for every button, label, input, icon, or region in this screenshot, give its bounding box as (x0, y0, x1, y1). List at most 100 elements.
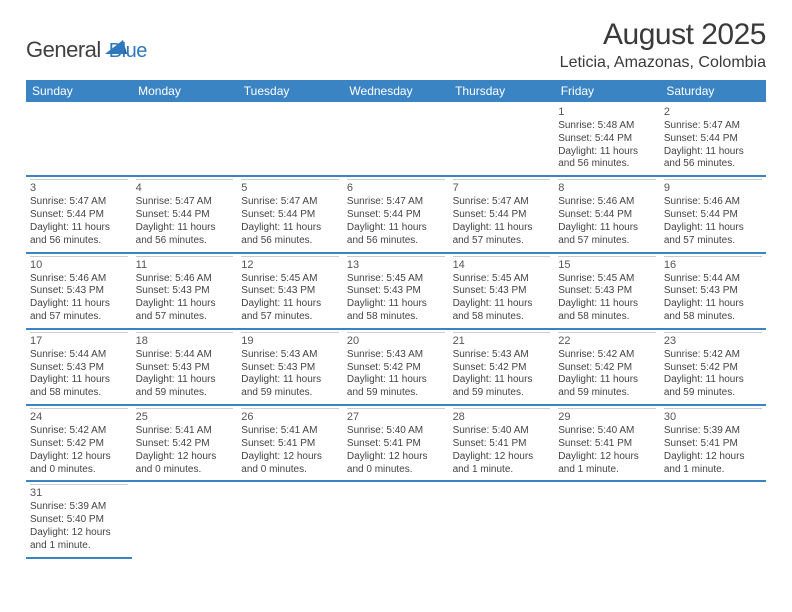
day-number: 30 (664, 408, 762, 424)
day-number: 16 (664, 256, 762, 272)
page-title: August 2025 (560, 18, 766, 52)
day-number: 29 (558, 408, 656, 424)
sunrise-text: Sunrise: 5:47 AM (664, 120, 740, 131)
sunset-text: Sunset: 5:42 PM (664, 362, 738, 373)
daylight-text: Daylight: 11 hours and 57 minutes. (241, 298, 321, 322)
calendar-day: 27Sunrise: 5:40 AMSunset: 5:41 PMDayligh… (343, 405, 449, 481)
daylight-text: Daylight: 12 hours and 1 minute. (664, 451, 745, 475)
day-number: 28 (453, 408, 551, 424)
sunset-text: Sunset: 5:43 PM (136, 362, 210, 373)
sunset-text: Sunset: 5:41 PM (241, 438, 315, 449)
sunset-text: Sunset: 5:44 PM (664, 209, 738, 220)
daylight-text: Daylight: 11 hours and 57 minutes. (664, 222, 744, 246)
logo: General Blue (26, 18, 147, 63)
calendar-day: 23Sunrise: 5:42 AMSunset: 5:42 PMDayligh… (660, 329, 766, 405)
calendar-day: 11Sunrise: 5:46 AMSunset: 5:43 PMDayligh… (132, 253, 238, 329)
day-number: 5 (241, 179, 339, 195)
sunset-text: Sunset: 5:44 PM (453, 209, 527, 220)
weekday-header: Tuesday (237, 80, 343, 102)
sunrise-text: Sunrise: 5:41 AM (136, 425, 212, 436)
day-number: 17 (30, 332, 128, 348)
location: Leticia, Amazonas, Colombia (560, 54, 766, 72)
weekday-header: Sunday (26, 80, 132, 102)
day-number: 24 (30, 408, 128, 424)
sunset-text: Sunset: 5:43 PM (241, 362, 315, 373)
sunset-text: Sunset: 5:41 PM (558, 438, 632, 449)
calendar-day: 2Sunrise: 5:47 AMSunset: 5:44 PMDaylight… (660, 102, 766, 176)
sunset-text: Sunset: 5:42 PM (136, 438, 210, 449)
sunset-text: Sunset: 5:41 PM (347, 438, 421, 449)
calendar-day: 31Sunrise: 5:39 AMSunset: 5:40 PMDayligh… (26, 481, 132, 557)
calendar-week: 17Sunrise: 5:44 AMSunset: 5:43 PMDayligh… (26, 329, 766, 405)
daylight-text: Daylight: 12 hours and 1 minute. (453, 451, 534, 475)
title-block: August 2025 Leticia, Amazonas, Colombia (560, 18, 766, 72)
daylight-text: Daylight: 11 hours and 57 minutes. (30, 298, 110, 322)
day-number: 20 (347, 332, 445, 348)
calendar-empty (660, 481, 766, 557)
day-number: 21 (453, 332, 551, 348)
daylight-text: Daylight: 12 hours and 1 minute. (30, 527, 111, 551)
calendar-day: 18Sunrise: 5:44 AMSunset: 5:43 PMDayligh… (132, 329, 238, 405)
calendar-week: 10Sunrise: 5:46 AMSunset: 5:43 PMDayligh… (26, 253, 766, 329)
calendar-week: 24Sunrise: 5:42 AM Sunset: 5:42 PM Dayligh… (26, 405, 766, 481)
calendar-day: 10Sunrise: 5:46 AMSunset: 5:43 PMDayligh… (26, 253, 132, 329)
day-number: 3 (30, 179, 128, 195)
sunrise-text: Sunrise: 5:48 AM (558, 120, 634, 131)
sunrise-text: Sunrise: 5:47 AM (241, 196, 317, 207)
calendar-day: 25Sunrise: 5:41 AMSunset: 5:42 PMDayligh… (132, 405, 238, 481)
sunset-text: Sunset: 5:41 PM (453, 438, 527, 449)
sunrise-text: Sunrise: 5:42 AM (558, 349, 634, 360)
day-number: 11 (136, 256, 234, 272)
daylight-text: Daylight: 11 hours and 57 minutes. (558, 222, 638, 246)
daylight-text: Daylight: 11 hours and 59 minutes. (347, 374, 427, 398)
sunset-text: Sunset: 5:43 PM (30, 285, 104, 296)
sunrise-text: Sunrise: 5:39 AM (30, 501, 106, 512)
sunrise-text: Sunrise: 5:47 AM (30, 196, 106, 207)
sunset-text: Sunset: 5:43 PM (347, 285, 421, 296)
sunset-text: Sunset: 5:42 PM (347, 362, 421, 373)
day-number: 6 (347, 179, 445, 195)
calendar-day: 13Sunrise: 5:45 AMSunset: 5:43 PMDayligh… (343, 253, 449, 329)
sunset-text: Sunset: 5:41 PM (664, 438, 738, 449)
day-number: 8 (558, 179, 656, 195)
day-number: 19 (241, 332, 339, 348)
calendar-day: 24Sunrise: 5:42 AMSunset: 5:42 PMDayligh… (26, 405, 132, 481)
daylight-text: Daylight: 11 hours and 56 minutes. (558, 146, 638, 170)
day-number: 31 (30, 484, 128, 500)
day-number: 26 (241, 408, 339, 424)
sunset-text: Sunset: 5:42 PM (558, 362, 632, 373)
sunrise-text: Sunrise: 5:47 AM (136, 196, 212, 207)
sunset-text: Sunset: 5:43 PM (558, 285, 632, 296)
sunrise-text: Sunrise: 5:42 AM (30, 425, 106, 436)
daylight-text: Daylight: 11 hours and 56 minutes. (136, 222, 216, 246)
daylight-text: Daylight: 11 hours and 58 minutes. (558, 298, 638, 322)
daylight-text: Daylight: 11 hours and 58 minutes. (453, 298, 533, 322)
daylight-text: Daylight: 11 hours and 56 minutes. (241, 222, 321, 246)
daylight-text: Daylight: 11 hours and 56 minutes. (347, 222, 427, 246)
day-number: 12 (241, 256, 339, 272)
weekday-header: Monday (132, 80, 238, 102)
calendar-day: 30Sunrise: 5:39 AMSunset: 5:41 PMDayligh… (660, 405, 766, 481)
header: General Blue August 2025 Leticia, Amazon… (26, 18, 766, 72)
calendar-day: 21Sunrise: 5:43 AMSunset: 5:42 PMDayligh… (449, 329, 555, 405)
calendar-week: 31Sunrise: 5:39 AMSunset: 5:40 PMDayligh… (26, 481, 766, 557)
calendar-day: 9Sunrise: 5:46 AMSunset: 5:44 PMDaylight… (660, 176, 766, 252)
day-number: 14 (453, 256, 551, 272)
calendar-day: 28Sunrise: 5:40 AM Sunset: 5:41 PM Dayligh… (449, 405, 555, 481)
daylight-text: Daylight: 11 hours and 56 minutes. (30, 222, 110, 246)
sunrise-text: Sunrise: 5:40 AM (558, 425, 634, 436)
sunrise-text: Sunrise: 5:40 AM (453, 425, 529, 436)
sunset-text: Sunset: 5:44 PM (664, 133, 738, 144)
calendar-empty (26, 102, 132, 176)
calendar-day: 3Sunrise: 5:47 AMSunset: 5:44 PMDaylight… (26, 176, 132, 252)
calendar-day: 14Sunrise: 5:45 AMSunset: 5:43 PMDayligh… (449, 253, 555, 329)
sunrise-text: Sunrise: 5:46 AM (558, 196, 634, 207)
sunrise-text: Sunrise: 5:45 AM (347, 273, 423, 284)
calendar-day: 16Sunrise: 5:44 AMSunset: 5:43 PMDayligh… (660, 253, 766, 329)
daylight-text: Daylight: 12 hours and 0 minutes. (241, 451, 322, 475)
sunrise-text: Sunrise: 5:45 AM (558, 273, 634, 284)
day-number: 15 (558, 256, 656, 272)
calendar-day: 17Sunrise: 5:44 AMSunset: 5:43 PMDayligh… (26, 329, 132, 405)
calendar-day: 22Sunrise: 5:42 AMSunset: 5:42 PMDayligh… (554, 329, 660, 405)
calendar-day: 12Sunrise: 5:45 AMSunset: 5:43 PMDayligh… (237, 253, 343, 329)
